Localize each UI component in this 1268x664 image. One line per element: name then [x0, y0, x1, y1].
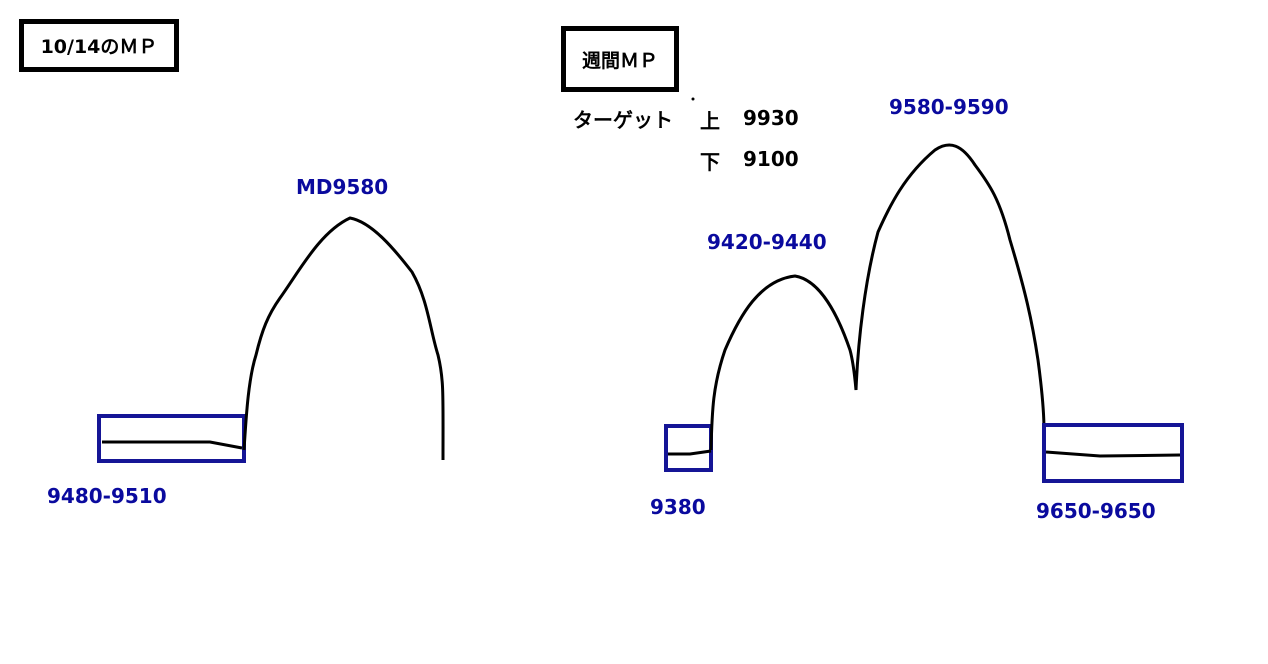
right-low-label: 9650-9650	[1036, 499, 1156, 523]
left-title: 10/14のＭＰ	[40, 36, 158, 58]
left-peak-label: MD9580	[296, 175, 389, 199]
right-low-line	[1045, 450, 1181, 458]
left-range-box	[97, 414, 246, 463]
right-left-low-label: 9380	[650, 495, 706, 519]
right-low-box	[1042, 423, 1184, 483]
right-title: 週間ＭＰ	[581, 49, 658, 72]
left-range-line	[102, 440, 243, 450]
lower-label: 下	[700, 150, 720, 174]
right-left-low-line	[668, 449, 712, 456]
left-title-box: 10/14のＭＰ	[19, 19, 179, 72]
upper-label: 上	[700, 109, 720, 133]
dot	[691, 97, 695, 101]
left-profile-curve	[242, 216, 445, 461]
first-peak-label: 9420-9440	[707, 230, 827, 254]
left-range-label: 9480-9510	[47, 484, 167, 508]
right-left-low-box	[664, 424, 713, 472]
second-peak-label: 9580-9590	[889, 95, 1009, 119]
lower-value: 9100	[743, 147, 799, 171]
target-label: ターゲット	[573, 108, 673, 132]
right-title-box: 週間ＭＰ	[561, 26, 679, 92]
right-profile-curve	[709, 143, 1046, 451]
upper-value: 9930	[743, 106, 799, 130]
